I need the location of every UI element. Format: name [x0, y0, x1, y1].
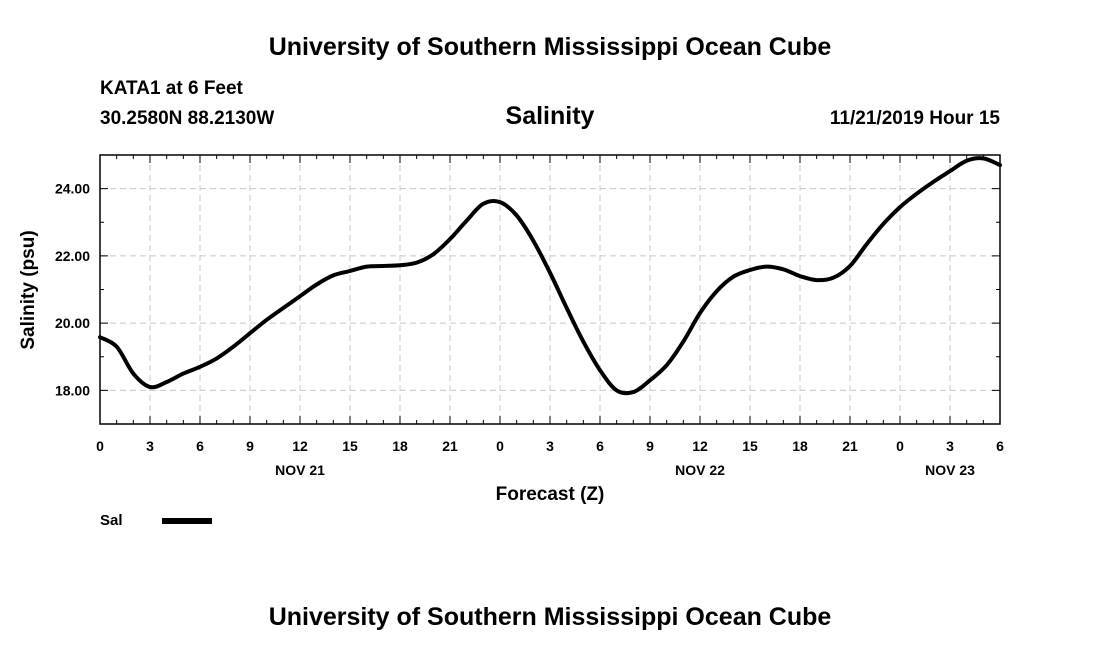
- axis-ticks: [99, 154, 1001, 425]
- legend: Sal: [100, 512, 212, 529]
- chart-title: Salinity: [506, 102, 595, 130]
- series-lines: [98, 156, 1002, 396]
- x-tick-label: 3: [546, 438, 554, 454]
- legend-label: Sal: [100, 512, 123, 529]
- date-label: NOV 23: [925, 462, 975, 478]
- y-tick-label: 18.00: [55, 382, 90, 398]
- x-tick-label: 21: [842, 438, 858, 454]
- x-tick-label: 6: [996, 438, 1004, 454]
- series-line-sal: [98, 156, 1002, 396]
- chart-timestamp: 11/21/2019 Hour 15: [830, 108, 1000, 129]
- x-tick-label: 6: [196, 438, 204, 454]
- x-tick-label: 12: [292, 438, 308, 454]
- x-tick-label: 18: [392, 438, 408, 454]
- station-coords: 30.2580N 88.2130W: [100, 108, 274, 129]
- x-tick-label: 15: [342, 438, 358, 454]
- x-tick-label: 9: [246, 438, 254, 454]
- x-tick-label: 0: [96, 438, 104, 454]
- tick-labels: 0 3 6 9 12 15 18 21 0 3 6 9 12 15 18 21 0 3 6 NOV 21 NOV 22 N…: [55, 181, 1004, 478]
- bottom-title: University of Southern Mississippi Ocean…: [269, 603, 832, 631]
- grid: [100, 155, 1000, 424]
- x-tick-label: 21: [442, 438, 458, 454]
- y-tick-label: 24.00: [55, 181, 90, 197]
- x-tick-label: 0: [896, 438, 904, 454]
- date-label: NOV 22: [675, 462, 725, 478]
- date-label: NOV 21: [275, 462, 325, 478]
- x-axis-label: Forecast (Z): [496, 484, 605, 505]
- station-name: KATA1 at 6 Feet: [100, 78, 244, 99]
- y-tick-label: 22.00: [55, 248, 90, 264]
- x-tick-label: 15: [742, 438, 758, 454]
- x-tick-label: 3: [946, 438, 954, 454]
- x-tick-label: 18: [792, 438, 808, 454]
- y-axis-label: Salinity (psu): [18, 230, 39, 349]
- x-tick-label: 6: [596, 438, 604, 454]
- x-tick-label: 12: [692, 438, 708, 454]
- x-tick-label: 0: [496, 438, 504, 454]
- top-title: University of Southern Mississippi Ocean…: [269, 33, 832, 61]
- x-tick-label: 3: [146, 438, 154, 454]
- x-tick-label: 9: [646, 438, 654, 454]
- y-tick-label: 20.00: [55, 315, 90, 331]
